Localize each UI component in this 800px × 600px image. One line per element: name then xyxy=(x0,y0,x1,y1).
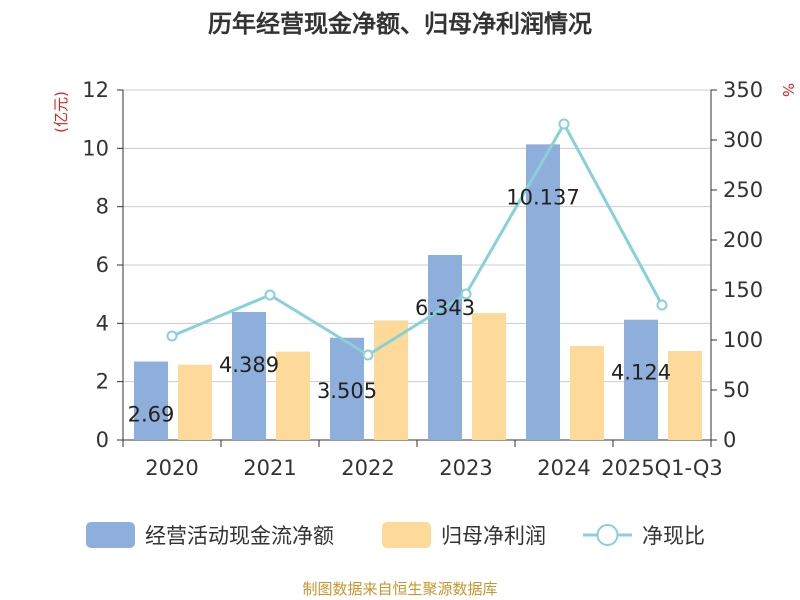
right-tick-label: 350 xyxy=(723,78,763,102)
bar-net-profit xyxy=(374,320,408,440)
left-tick-label: 2 xyxy=(96,370,109,394)
bar-cashflow xyxy=(428,254,462,440)
ratio-line xyxy=(166,118,668,361)
bar-cashflow xyxy=(330,337,364,440)
left-tick-label: 10 xyxy=(82,136,109,160)
right-axis-unit: % xyxy=(779,83,797,97)
right-tick-label: 50 xyxy=(723,378,750,402)
x-tick-label: 2024 xyxy=(537,456,590,480)
ratio-point xyxy=(558,118,570,130)
cashflow-data-label: 4.389 xyxy=(219,353,279,377)
cashflow-data-label: 3.505 xyxy=(317,379,377,403)
x-tick-label: 2021 xyxy=(243,456,296,480)
bar-net-profit xyxy=(472,313,506,440)
ratio-point xyxy=(656,299,668,311)
left-tick-label: 4 xyxy=(96,311,109,335)
right-tick-label: 100 xyxy=(723,328,763,352)
left-tick-label: 6 xyxy=(96,253,109,277)
bar-net-profit xyxy=(276,351,310,440)
right-tick-label: 0 xyxy=(723,428,736,452)
right-tick-label: 200 xyxy=(723,228,763,252)
right-tick-label: 150 xyxy=(723,278,763,302)
ratio-point xyxy=(166,330,178,342)
bar-cashflow xyxy=(624,319,658,440)
legend-label-ratio: 净现比 xyxy=(642,524,705,548)
chart-title: 历年经营现金净额、归母净利润情况 xyxy=(208,10,592,38)
legend-label-cashflow: 经营活动现金流净额 xyxy=(145,524,334,548)
legend-label-net-profit: 归母净利润 xyxy=(441,524,546,548)
x-tick-label: 2020 xyxy=(145,456,198,480)
bar-cashflow xyxy=(134,361,168,440)
bar-net-profit xyxy=(178,364,212,440)
ratio-line-path xyxy=(171,122,664,357)
axes: 0 2 4 6 8 10 12 0 50 100 150 200 250 300 350 2020 2021 20… xyxy=(82,78,763,480)
left-tick-label: 8 xyxy=(96,195,109,219)
bars xyxy=(134,144,702,440)
x-tick-label: 2023 xyxy=(439,456,492,480)
cashflow-data-label: 4.124 xyxy=(611,361,671,385)
left-tick-label: 0 xyxy=(96,428,109,452)
left-axis-unit: (亿元) xyxy=(52,91,70,133)
bar-cashflow xyxy=(526,144,560,440)
bar-net-profit xyxy=(668,351,702,440)
legend: 经营活动现金流净额 归母净利润 净现比 xyxy=(86,522,705,548)
grid-lines xyxy=(123,89,711,383)
legend-swatch-cashflow xyxy=(86,522,135,548)
right-tick-label: 300 xyxy=(723,128,763,152)
left-tick-label: 12 xyxy=(82,78,109,102)
data-labels: 2.69 4.389 3.505 6.343 10.137 4.124 xyxy=(128,185,671,426)
cashflow-data-label: 10.137 xyxy=(506,185,579,209)
source-note: 制图数据来自恒生聚源数据库 xyxy=(302,580,497,598)
ratio-point xyxy=(264,289,276,301)
ratio-point xyxy=(362,349,374,361)
legend-marker-ratio xyxy=(596,524,619,546)
bar-cashflow xyxy=(232,311,266,440)
right-tick-label: 250 xyxy=(723,178,763,202)
bar-net-profit xyxy=(570,346,604,440)
cashflow-data-label: 6.343 xyxy=(415,296,475,320)
x-tick-label: 2022 xyxy=(341,456,394,480)
ratio-point xyxy=(460,288,472,300)
x-tick-label: 2025Q1-Q3 xyxy=(601,456,723,480)
cashflow-data-label: 2.69 xyxy=(128,403,175,427)
legend-swatch-net-profit xyxy=(382,522,431,548)
